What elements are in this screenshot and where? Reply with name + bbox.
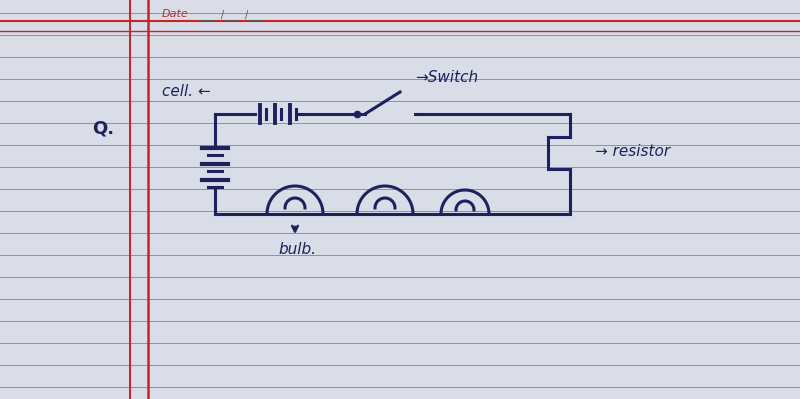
Text: →Switch: →Switch bbox=[415, 69, 478, 85]
Text: ___  /___  /___: ___ /___ /___ bbox=[200, 10, 263, 20]
Text: Date: Date bbox=[162, 9, 189, 19]
Text: Q.: Q. bbox=[92, 120, 114, 138]
Text: bulb.: bulb. bbox=[278, 241, 316, 257]
Text: cell. ←: cell. ← bbox=[162, 83, 210, 99]
Text: → resistor: → resistor bbox=[595, 144, 670, 158]
